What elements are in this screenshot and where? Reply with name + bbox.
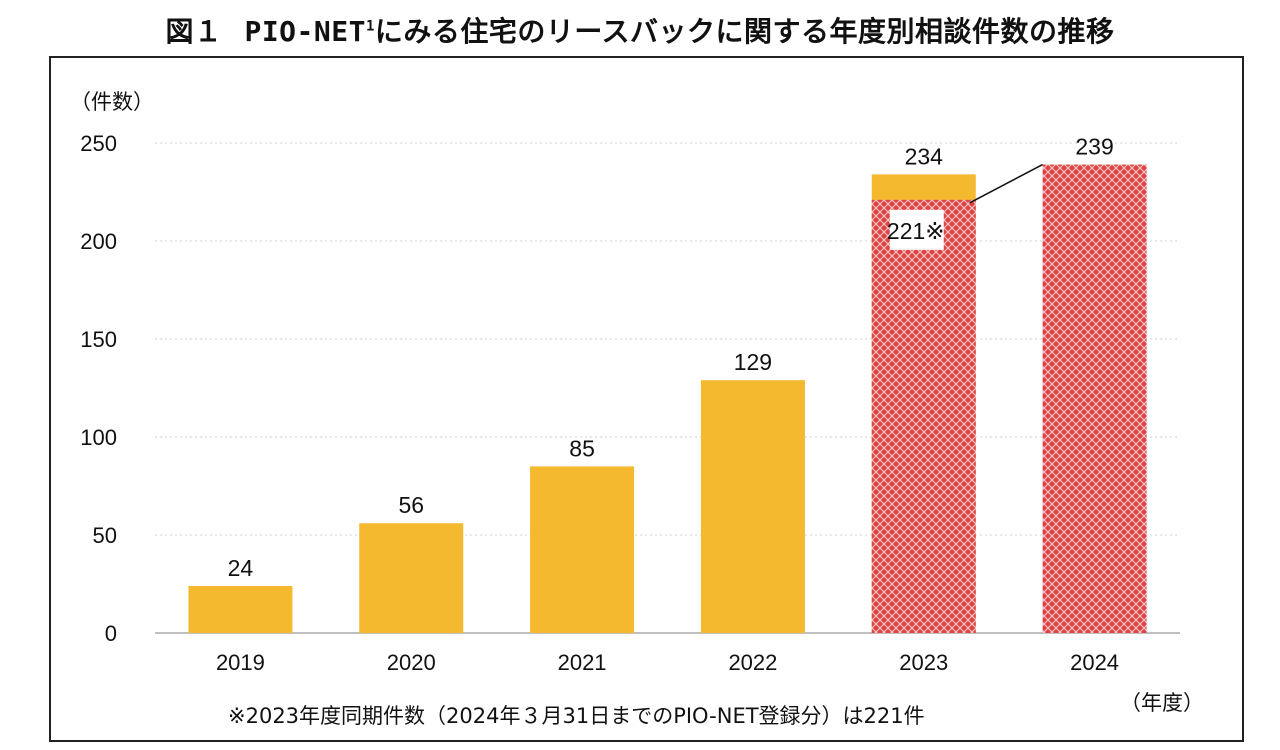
title-superscript: 1 bbox=[365, 18, 375, 35]
title-prefix: PIO-NET bbox=[244, 15, 366, 48]
y-tick-label: 100 bbox=[80, 425, 117, 450]
chart-title: 図１ PIO-NET1にみる住宅のリースバックに関する年度別相談件数の推移 bbox=[0, 10, 1280, 50]
x-tick-label: 2023 bbox=[899, 650, 948, 675]
data-label: 129 bbox=[734, 349, 772, 375]
data-label: 24 bbox=[228, 555, 254, 581]
y-tick-label: 150 bbox=[80, 327, 117, 352]
x-axis-label: （年度） bbox=[1120, 691, 1204, 715]
y-tick-label: 50 bbox=[93, 523, 117, 548]
data-label: 56 bbox=[398, 492, 424, 518]
chart-footnote: ※2023年度同期件数（2024年３月31日までのPIO-NET登録分）は221… bbox=[228, 704, 925, 728]
bar-2021 bbox=[530, 466, 635, 633]
data-label: 85 bbox=[569, 435, 595, 461]
data-label: 239 bbox=[1075, 134, 1113, 160]
bar-2019 bbox=[188, 585, 293, 633]
connector-line bbox=[969, 163, 1043, 204]
data-label: 234 bbox=[905, 143, 944, 169]
x-tick-label: 2019 bbox=[216, 650, 265, 675]
figure-number: 図１ bbox=[165, 15, 223, 48]
x-tick-label: 2021 bbox=[558, 650, 607, 675]
y-tick-label: 250 bbox=[80, 131, 117, 156]
overlay-label-box bbox=[889, 209, 944, 250]
y-axis-label: （件数） bbox=[70, 90, 154, 114]
bar-2020 bbox=[359, 523, 464, 633]
y-tick-label: 200 bbox=[80, 229, 117, 254]
x-tick-label: 2022 bbox=[728, 650, 777, 675]
x-tick-label: 2024 bbox=[1070, 650, 1119, 675]
overlay-label: 221※ bbox=[887, 218, 945, 244]
bar-2023-same-period bbox=[871, 199, 976, 633]
x-tick-label: 2020 bbox=[387, 650, 436, 675]
chart-frame bbox=[49, 56, 1244, 742]
y-tick-label: 0 bbox=[105, 621, 117, 646]
bar-2022 bbox=[700, 380, 805, 633]
bar-2024 bbox=[1042, 164, 1147, 633]
title-rest: にみる住宅のリースバックに関する年度別相談件数の推移 bbox=[374, 15, 1115, 48]
